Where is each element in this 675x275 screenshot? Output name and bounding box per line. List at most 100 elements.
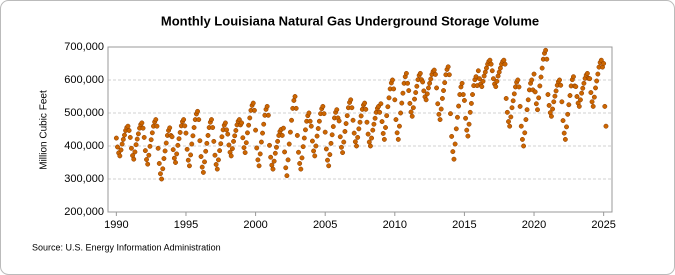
point — [217, 148, 223, 154]
point — [355, 134, 361, 140]
point — [468, 100, 474, 106]
point — [406, 88, 412, 94]
point — [250, 100, 256, 106]
point — [334, 107, 340, 113]
point — [490, 76, 496, 82]
point — [574, 94, 580, 99]
point — [427, 80, 433, 86]
point — [264, 103, 270, 109]
point — [142, 148, 148, 154]
point — [525, 97, 531, 103]
point — [286, 141, 292, 147]
point — [386, 95, 392, 101]
point — [356, 126, 362, 132]
point — [470, 92, 475, 97]
point — [195, 108, 201, 114]
point — [145, 161, 151, 167]
point — [229, 146, 235, 152]
point — [394, 130, 400, 136]
point — [551, 99, 557, 105]
point — [464, 127, 470, 133]
point — [188, 152, 194, 158]
point — [502, 61, 508, 67]
point — [602, 103, 608, 109]
point — [280, 125, 286, 131]
point — [363, 106, 369, 112]
point — [338, 144, 344, 150]
point — [228, 153, 234, 159]
point — [268, 154, 274, 160]
point — [408, 109, 414, 115]
point — [247, 115, 253, 121]
point — [377, 109, 383, 115]
point — [493, 84, 499, 90]
point — [475, 68, 481, 74]
point — [577, 97, 583, 103]
point — [240, 135, 246, 141]
point — [326, 163, 332, 169]
point — [289, 117, 294, 123]
point — [132, 149, 138, 155]
point — [182, 123, 188, 129]
point — [417, 70, 423, 76]
point — [246, 122, 252, 128]
point — [342, 129, 348, 134]
point — [584, 70, 590, 76]
point — [214, 166, 220, 172]
point — [504, 109, 510, 115]
point — [271, 158, 277, 164]
point — [323, 146, 329, 152]
point — [384, 113, 390, 119]
point — [309, 138, 315, 144]
point — [371, 121, 377, 127]
point — [204, 140, 210, 146]
point — [565, 111, 571, 117]
point — [200, 169, 206, 175]
point — [254, 145, 260, 151]
point — [589, 99, 595, 105]
point — [156, 161, 162, 166]
point — [349, 105, 355, 111]
point — [564, 124, 569, 130]
point — [122, 132, 127, 138]
point — [453, 126, 459, 132]
point — [171, 155, 177, 161]
point — [439, 96, 445, 101]
point — [341, 139, 347, 145]
point — [285, 157, 291, 163]
point — [544, 56, 550, 62]
point — [270, 166, 276, 172]
point — [398, 110, 404, 116]
point — [400, 90, 406, 96]
point — [307, 118, 313, 124]
point — [591, 94, 597, 100]
point — [594, 78, 600, 84]
point — [431, 67, 437, 73]
point — [503, 96, 509, 101]
point — [203, 148, 209, 154]
point — [451, 156, 457, 162]
point — [147, 143, 153, 149]
point — [522, 130, 528, 136]
point — [395, 136, 401, 142]
point — [379, 119, 385, 125]
point — [370, 127, 376, 133]
point — [424, 91, 430, 97]
point — [392, 97, 398, 103]
point — [350, 117, 356, 123]
point — [516, 84, 522, 90]
point — [322, 129, 328, 135]
point — [403, 70, 409, 76]
point — [461, 98, 467, 103]
x-tick-label: 2000 — [243, 219, 267, 231]
point — [523, 117, 529, 123]
point — [328, 140, 334, 146]
point — [393, 117, 399, 123]
point — [160, 166, 166, 172]
point — [239, 120, 245, 126]
point — [545, 92, 551, 97]
plot-border — [107, 46, 613, 213]
point — [437, 117, 443, 123]
point — [357, 119, 363, 125]
point — [561, 130, 567, 136]
